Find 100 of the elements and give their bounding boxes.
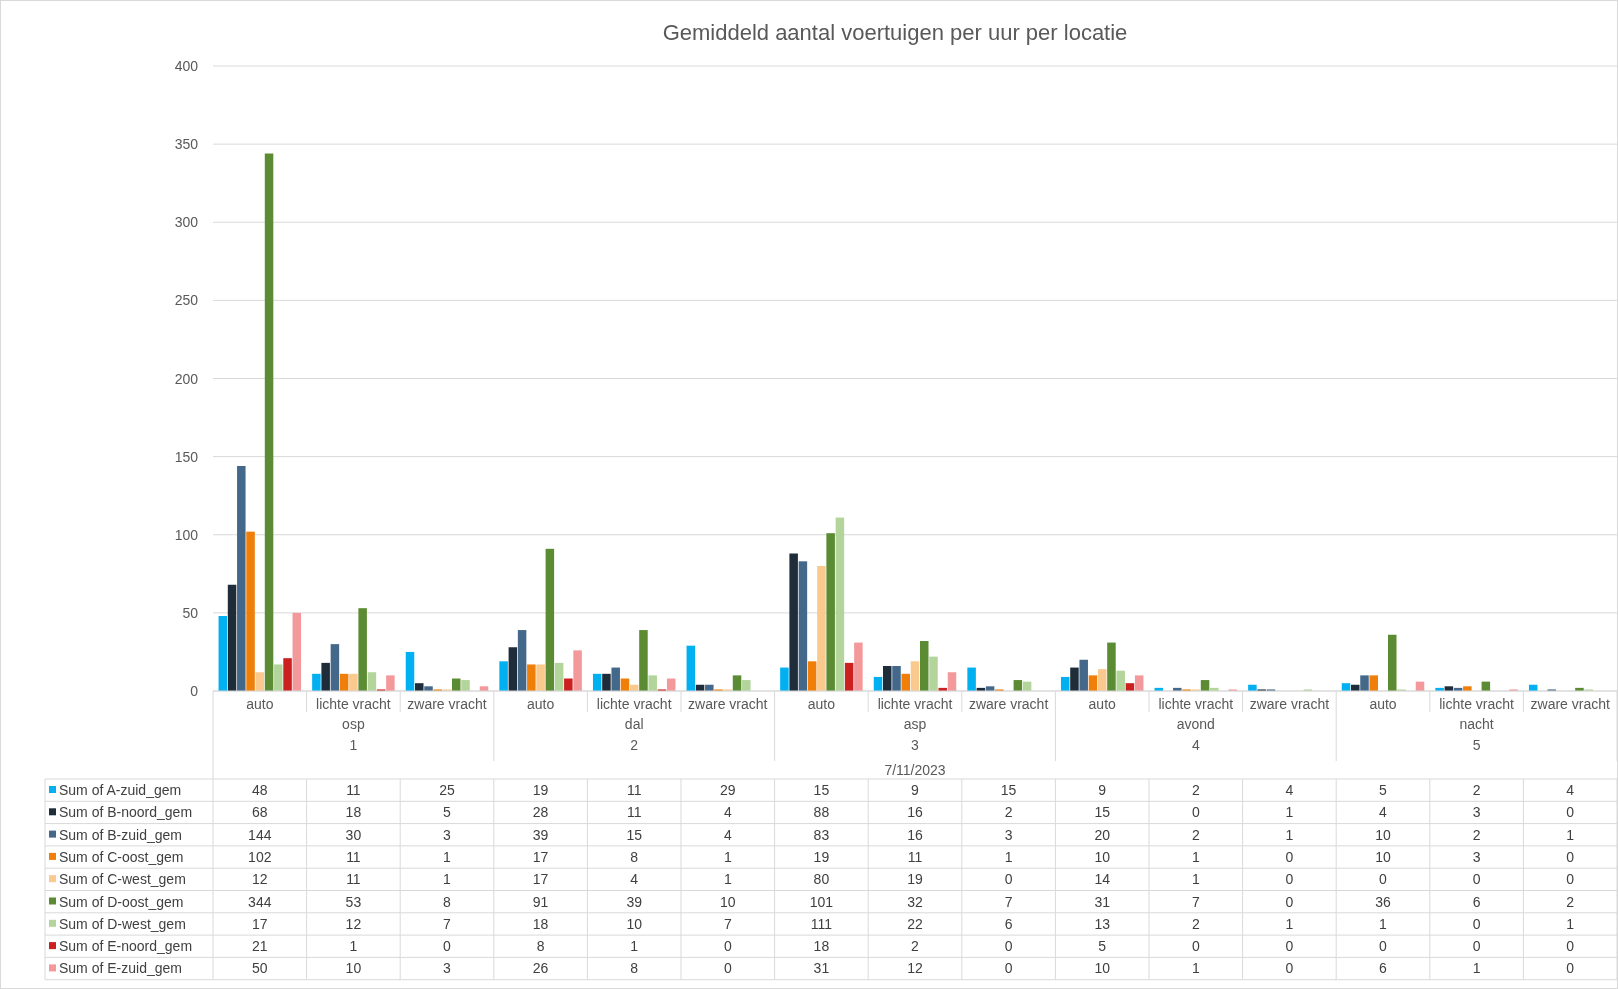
data-label: 0: [1285, 848, 1294, 865]
data-label: 20: [1094, 826, 1111, 843]
data-label: 15: [1000, 782, 1017, 798]
data-label: 2: [1472, 782, 1481, 798]
data-label: 0: [1191, 938, 1200, 955]
data-label: 1: [1379, 915, 1388, 932]
data-label: 11: [907, 848, 923, 865]
text: 2: [630, 737, 639, 753]
data-label: 80: [813, 871, 830, 888]
text: 7/11/2023: [884, 762, 946, 778]
data-label: 6: [1379, 960, 1388, 977]
y-tick-label: 400: [174, 58, 199, 74]
data-label: 1: [349, 938, 358, 955]
text: 4: [1191, 737, 1200, 753]
data-label: 1: [1191, 848, 1200, 865]
data-label: 7: [1004, 893, 1013, 910]
y-tick-label: 100: [174, 526, 199, 543]
data-label: 2: [1472, 826, 1481, 843]
data-label: 2: [1191, 782, 1200, 798]
text: nacht: [1459, 716, 1494, 732]
legend-label: Sum of C-oost_gem: [59, 848, 184, 865]
x-tick-label: auto: [1369, 696, 1397, 712]
data-label: 1: [1004, 848, 1013, 865]
data-label: 2: [1566, 893, 1575, 910]
x-tick-label: lichte vracht: [1158, 696, 1234, 712]
data-label: 53: [345, 893, 362, 910]
data-label: 18: [813, 938, 830, 955]
x-tick-label: zware vracht: [1530, 696, 1610, 712]
data-label: 17: [252, 915, 268, 932]
data-label: 344: [248, 893, 272, 910]
data-label: 1: [1566, 915, 1575, 932]
text: 5: [1472, 737, 1481, 753]
data-label: 8: [630, 848, 639, 865]
x-tick-label: lichte vracht: [596, 696, 672, 712]
x-tick-label: zware vracht: [968, 696, 1049, 712]
data-label: 2: [1191, 826, 1200, 843]
y-tick-label: 250: [174, 292, 199, 309]
data-label: 4: [630, 871, 639, 888]
data-label: 68: [252, 804, 268, 821]
data-label: 3: [1472, 848, 1481, 865]
data-label: 21: [252, 938, 268, 955]
legend-label: Sum of B-zuid_gem: [59, 826, 182, 843]
x-tick-label: lichte vracht: [877, 696, 953, 712]
data-label: 48: [252, 782, 268, 798]
y-tick-label: 150: [174, 448, 199, 465]
legend-label: Sum of A-zuid_gem: [59, 782, 182, 798]
data-label: 10: [1094, 848, 1111, 865]
data-label: 8: [443, 893, 452, 910]
data-label: 0: [1472, 915, 1481, 932]
data-label: 11: [626, 782, 642, 798]
data-label: 29: [720, 782, 736, 798]
data-label: 4: [723, 826, 732, 843]
x-tick-label: zware vracht: [407, 696, 487, 712]
data-label: 3: [443, 960, 452, 977]
data-label: 4: [723, 804, 732, 821]
data-label: 9: [911, 782, 920, 798]
legend-label: Sum of D-west_gem: [59, 915, 186, 932]
y-tick-label: 200: [174, 370, 199, 387]
data-label: 26: [532, 960, 549, 977]
data-label: 1: [1285, 826, 1294, 843]
data-label: 0: [1566, 938, 1575, 955]
x-tick-label: auto: [1088, 696, 1117, 712]
data-label: 0: [1285, 960, 1294, 977]
data-label: 0: [1004, 938, 1013, 955]
data-label: 8: [536, 938, 545, 955]
data-label: 39: [532, 826, 549, 843]
x-tick-label: auto: [526, 696, 555, 712]
data-label: 32: [907, 893, 923, 910]
data-label: 4: [1566, 782, 1575, 798]
data-label: 50: [252, 960, 268, 977]
data-label: 19: [813, 848, 830, 865]
data-label: 10: [720, 893, 736, 910]
data-label: 19: [532, 782, 549, 798]
data-label: 0: [1004, 960, 1013, 977]
data-label: 7: [723, 915, 732, 932]
data-label: 0: [1285, 938, 1294, 955]
data-label: 0: [723, 960, 732, 977]
data-label: 1: [1191, 960, 1200, 977]
data-label: 1: [1285, 804, 1294, 821]
data-label: 111: [810, 915, 833, 932]
x-tick-label: lichte vracht: [316, 696, 391, 712]
data-label: 0: [1285, 871, 1294, 888]
data-label: 0: [1566, 960, 1575, 977]
data-label: 5: [443, 804, 452, 821]
legend-label: Sum of E-noord_gem: [59, 938, 193, 955]
data-label: 1: [1566, 826, 1575, 843]
data-label: 9: [1098, 782, 1107, 798]
legend-label: Sum of D-oost_gem: [59, 893, 184, 910]
legend-label: Sum of E-zuid_gem: [59, 960, 182, 977]
data-label: 13: [1094, 915, 1111, 932]
data-label: 0: [1566, 848, 1575, 865]
data-label: 6: [1004, 915, 1013, 932]
data-label: 17: [532, 848, 549, 865]
data-label: 91: [532, 893, 549, 910]
data-label: 30: [345, 826, 362, 843]
data-label: 1: [1472, 960, 1481, 977]
legend-label: Sum of B-noord_gem: [59, 804, 193, 821]
data-label: 83: [813, 826, 830, 843]
x-tick-label: auto: [246, 696, 274, 712]
text: osp: [342, 716, 365, 732]
